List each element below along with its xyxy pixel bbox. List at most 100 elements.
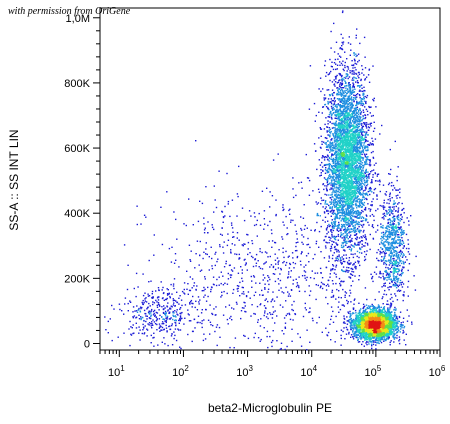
data-point: [343, 130, 345, 133]
data-point: [337, 141, 339, 143]
data-point: [347, 95, 349, 98]
data-point: [352, 132, 354, 135]
data-point: [315, 240, 318, 243]
data-point: [348, 267, 350, 269]
data-point: [363, 217, 365, 219]
data-point: [362, 170, 364, 172]
data-point: [351, 193, 353, 195]
data-point: [330, 229, 332, 231]
data-point: [334, 222, 336, 224]
data-point: [321, 143, 323, 145]
data-point: [353, 228, 355, 230]
data-point: [351, 182, 353, 185]
data-point: [370, 143, 373, 146]
data-point: [349, 154, 351, 156]
data-point: [366, 180, 368, 183]
data-point: [333, 185, 336, 187]
data-point: [354, 266, 356, 269]
data-point: [358, 211, 360, 213]
data-point: [316, 214, 318, 217]
data-point: [350, 205, 352, 207]
data-point: [334, 148, 337, 150]
data-point: [336, 257, 339, 259]
data-point: [354, 142, 356, 145]
data-point: [355, 154, 357, 156]
data-point: [343, 184, 345, 186]
data-point: [346, 323, 349, 325]
data-point: [346, 180, 349, 182]
data-point: [335, 176, 337, 179]
data-point: [318, 230, 321, 233]
data-point: [355, 130, 358, 132]
data-point: [359, 117, 361, 120]
data-point: [377, 208, 379, 210]
data-point: [350, 218, 352, 220]
data-point: [340, 109, 342, 112]
data-point: [322, 219, 324, 221]
data-point: [331, 177, 334, 179]
data-point: [331, 108, 334, 111]
data-point: [352, 256, 355, 259]
data-point: [337, 183, 339, 185]
data-point: [339, 74, 341, 76]
data-point: [338, 118, 340, 120]
data-point: [350, 156, 352, 158]
data-point: [377, 180, 379, 182]
data-point: [352, 207, 354, 209]
data-point: [364, 146, 366, 148]
data-point: [326, 137, 328, 140]
data-point: [353, 122, 356, 124]
data-point: [337, 239, 339, 241]
data-point: [331, 196, 333, 198]
data-point: [363, 36, 366, 39]
data-point: [356, 154, 359, 157]
data-point: [342, 78, 344, 80]
data-point: [356, 164, 359, 166]
data-point: [336, 210, 339, 212]
data-point: [356, 209, 358, 212]
data-point: [361, 175, 363, 177]
data-point: [318, 137, 320, 139]
data-point: [342, 233, 344, 235]
data-point: [342, 60, 344, 62]
data-point: [339, 79, 341, 81]
data-point: [347, 143, 349, 145]
data-point: [357, 170, 359, 172]
data-point: [371, 225, 373, 227]
data-point: [351, 144, 353, 146]
data-point: [348, 123, 350, 125]
data-point: [330, 250, 332, 252]
data-point: [367, 114, 369, 116]
data-point: [361, 243, 363, 245]
data-point: [334, 111, 337, 114]
data-point: [347, 138, 350, 140]
data-point: [346, 166, 349, 168]
data-point: [362, 159, 364, 161]
data-point: [345, 217, 347, 219]
data-point: [345, 179, 348, 181]
data-point: [345, 174, 348, 176]
data-point: [351, 149, 353, 152]
data-point: [353, 72, 355, 74]
data-point: [334, 191, 337, 193]
data-point: [348, 240, 351, 242]
data-point: [322, 106, 325, 108]
data-point: [352, 324, 354, 327]
data-point: [364, 186, 367, 188]
data-point: [342, 206, 345, 208]
data-point: [345, 223, 347, 225]
data-point: [350, 180, 352, 182]
data-point: [340, 131, 342, 133]
data-point: [319, 175, 321, 177]
data-point: [358, 279, 360, 281]
data-point: [347, 98, 349, 101]
data-point: [341, 106, 343, 108]
data-point: [355, 118, 357, 120]
data-point: [342, 194, 345, 197]
data-point: [355, 192, 358, 194]
data-point: [366, 158, 368, 160]
data-point: [361, 157, 363, 159]
data-point: [359, 223, 361, 226]
data-point: [341, 48, 343, 50]
data-point: [359, 137, 361, 139]
